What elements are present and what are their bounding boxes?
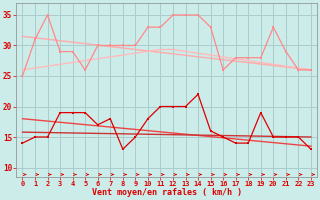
X-axis label: Vent moyen/en rafales ( km/h ): Vent moyen/en rafales ( km/h ) xyxy=(92,188,242,197)
